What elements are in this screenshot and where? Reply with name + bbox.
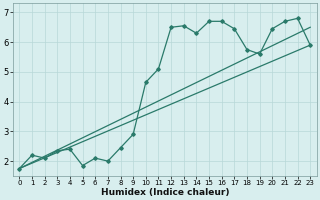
X-axis label: Humidex (Indice chaleur): Humidex (Indice chaleur) [100,188,229,197]
